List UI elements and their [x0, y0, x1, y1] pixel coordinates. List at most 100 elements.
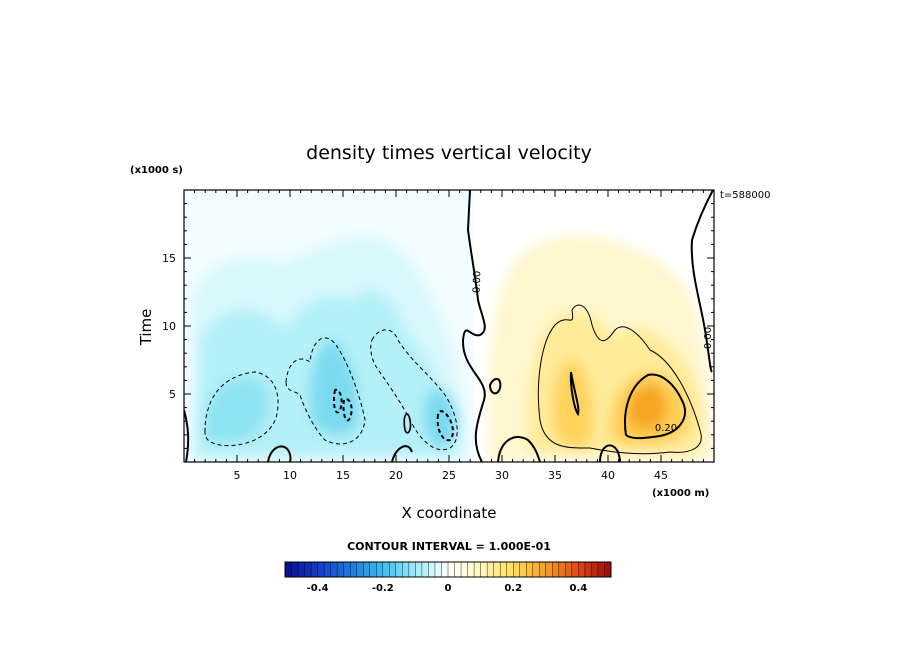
colorbar-cell: [506, 561, 514, 578]
colorbar-cell: [604, 561, 612, 578]
colorbar-cell: [480, 561, 488, 578]
colorbar-cell: [597, 561, 605, 578]
zero-contour-bottom-c: [497, 435, 541, 462]
colorbar-cell: [519, 561, 527, 578]
colorbar-cell: [545, 561, 553, 578]
colorbar-cell: [558, 561, 566, 578]
colorbar-tick-label: -0.2: [372, 583, 394, 594]
zero-contour-right: [690, 190, 714, 373]
colorbar-cell: [513, 561, 521, 578]
x-tick-label: 40: [601, 469, 615, 482]
colorbar-cell: [336, 561, 345, 578]
colorbar-cell: [402, 561, 410, 578]
pos-region-inner-left: [552, 359, 594, 449]
colorbar-frame: [284, 561, 612, 578]
contour-label-0.20: 0.20: [655, 423, 677, 434]
colorbar-cell: [376, 561, 384, 578]
colorbar-cell: [499, 561, 508, 578]
time-stamp: t=588000: [720, 190, 770, 201]
colorbar-cell: [330, 561, 338, 578]
x-tick-label: 5: [234, 469, 241, 482]
y-tick-label: 15: [162, 252, 176, 265]
zero-contour-left-edge: [184, 409, 190, 462]
y-tick-label: 10: [162, 320, 176, 333]
x-tick-label: 10: [283, 469, 297, 482]
colorbar-cell: [382, 561, 390, 578]
colorbar-cell: [421, 561, 429, 578]
neg-contour-inner-c: [436, 410, 454, 442]
x-axis-title: X coordinate: [401, 504, 496, 522]
colorbar-tick-label: 0.2: [504, 583, 522, 594]
colorbar-cell: [428, 561, 436, 578]
colorbar-cell: [565, 561, 573, 578]
x-tick-label: 30: [495, 469, 509, 482]
neg-region-inner-left: [204, 377, 269, 443]
y-axis-title: Time: [137, 309, 155, 347]
colorbar-cell: [284, 561, 293, 578]
chart-title: density times vertical velocity: [306, 142, 592, 164]
colorbar-cell: [343, 561, 351, 578]
pos-contour-outer: [537, 304, 702, 455]
x-tick-label: 45: [654, 469, 668, 482]
colorbar-cell: [323, 561, 332, 578]
colorbar-cell: [310, 561, 319, 578]
neg-contour-right: [370, 329, 458, 451]
zero-contour-bottom-b: [391, 445, 413, 462]
contour-label-zero-a: 0.00: [472, 271, 484, 294]
colorbar-tick-label: 0.4: [570, 583, 588, 594]
colorbar-cell: [369, 561, 377, 578]
colorbar-cell: [526, 561, 534, 578]
pos-contour-0.2-left: [569, 371, 580, 417]
neg-contour-mid: [285, 337, 366, 445]
colorbar-cell: [441, 561, 449, 578]
colorbar: -0.4 -0.2 0 0.2 0.4: [284, 561, 612, 594]
zero-contour-main: [461, 190, 486, 462]
colorbar-cell: [317, 561, 325, 578]
colorbar-cell: [552, 561, 560, 578]
contour-label-zero-b: 0.00: [703, 327, 714, 349]
field-shading: [192, 235, 712, 462]
colorbar-tick-label: -0.4: [307, 583, 329, 594]
colorbar-cell: [473, 561, 482, 578]
colorbar-cell: [389, 561, 397, 578]
colorbar-cell: [493, 561, 501, 578]
contour-lines: [184, 190, 714, 462]
axis-ticks: 5 10 15 20 25 30 35 40 45 5 10 15: [162, 190, 714, 482]
colorbar-cell: [434, 561, 442, 578]
x-tick-label: 25: [442, 469, 456, 482]
colorbar-cell: [363, 561, 371, 578]
colorbar-cell: [578, 561, 586, 578]
colorbar-cell: [486, 561, 495, 578]
x-units-label: (x1000 m): [652, 488, 709, 499]
plot-area: 0.00 0.00 0.20 5 10 15 20 25 30 35 40 45 5 10 15: [162, 189, 715, 482]
colorbar-cell: [584, 561, 592, 578]
colorbar-cell: [408, 561, 416, 578]
neg-contour-left: [204, 371, 279, 447]
colorbar-cell: [350, 561, 358, 578]
y-units-label: (x1000 s): [130, 165, 183, 176]
y-tick-label: 5: [169, 388, 176, 401]
colorbar-cell: [395, 561, 403, 578]
colorbar-tick-label: 0: [445, 583, 452, 594]
zero-contour-blob: [488, 377, 502, 395]
contour-interval-label: CONTOUR INTERVAL = 1.000E-01: [347, 540, 551, 553]
heatmap-field: 0.00 0.00 0.20: [184, 190, 714, 462]
colorbar-cell: [415, 561, 423, 578]
colorbar-cell: [571, 561, 579, 578]
colorbar-cell: [454, 561, 462, 578]
colorbar-cell: [591, 561, 599, 578]
neg-contour-inner-b: [342, 398, 353, 422]
colorbar-cell: [297, 561, 306, 578]
colorbar-cell: [356, 561, 364, 578]
colorbar-cell: [532, 561, 540, 578]
x-tick-label: 15: [336, 469, 350, 482]
colorbar-cell: [304, 561, 312, 578]
pos-contour-0.2-right: [624, 373, 686, 440]
x-tick-label: 35: [548, 469, 562, 482]
colorbar-cell: [291, 561, 299, 578]
colorbar-cell: [539, 561, 547, 578]
colorbar-cell: [460, 561, 469, 578]
pos-region-core: [627, 384, 668, 430]
colorbar-cell: [467, 561, 475, 578]
